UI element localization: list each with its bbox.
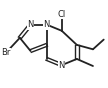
- Text: N: N: [44, 20, 50, 29]
- Text: N: N: [27, 20, 34, 29]
- Text: Br: Br: [1, 48, 11, 57]
- Text: Cl: Cl: [58, 10, 66, 19]
- Text: N: N: [59, 61, 65, 70]
